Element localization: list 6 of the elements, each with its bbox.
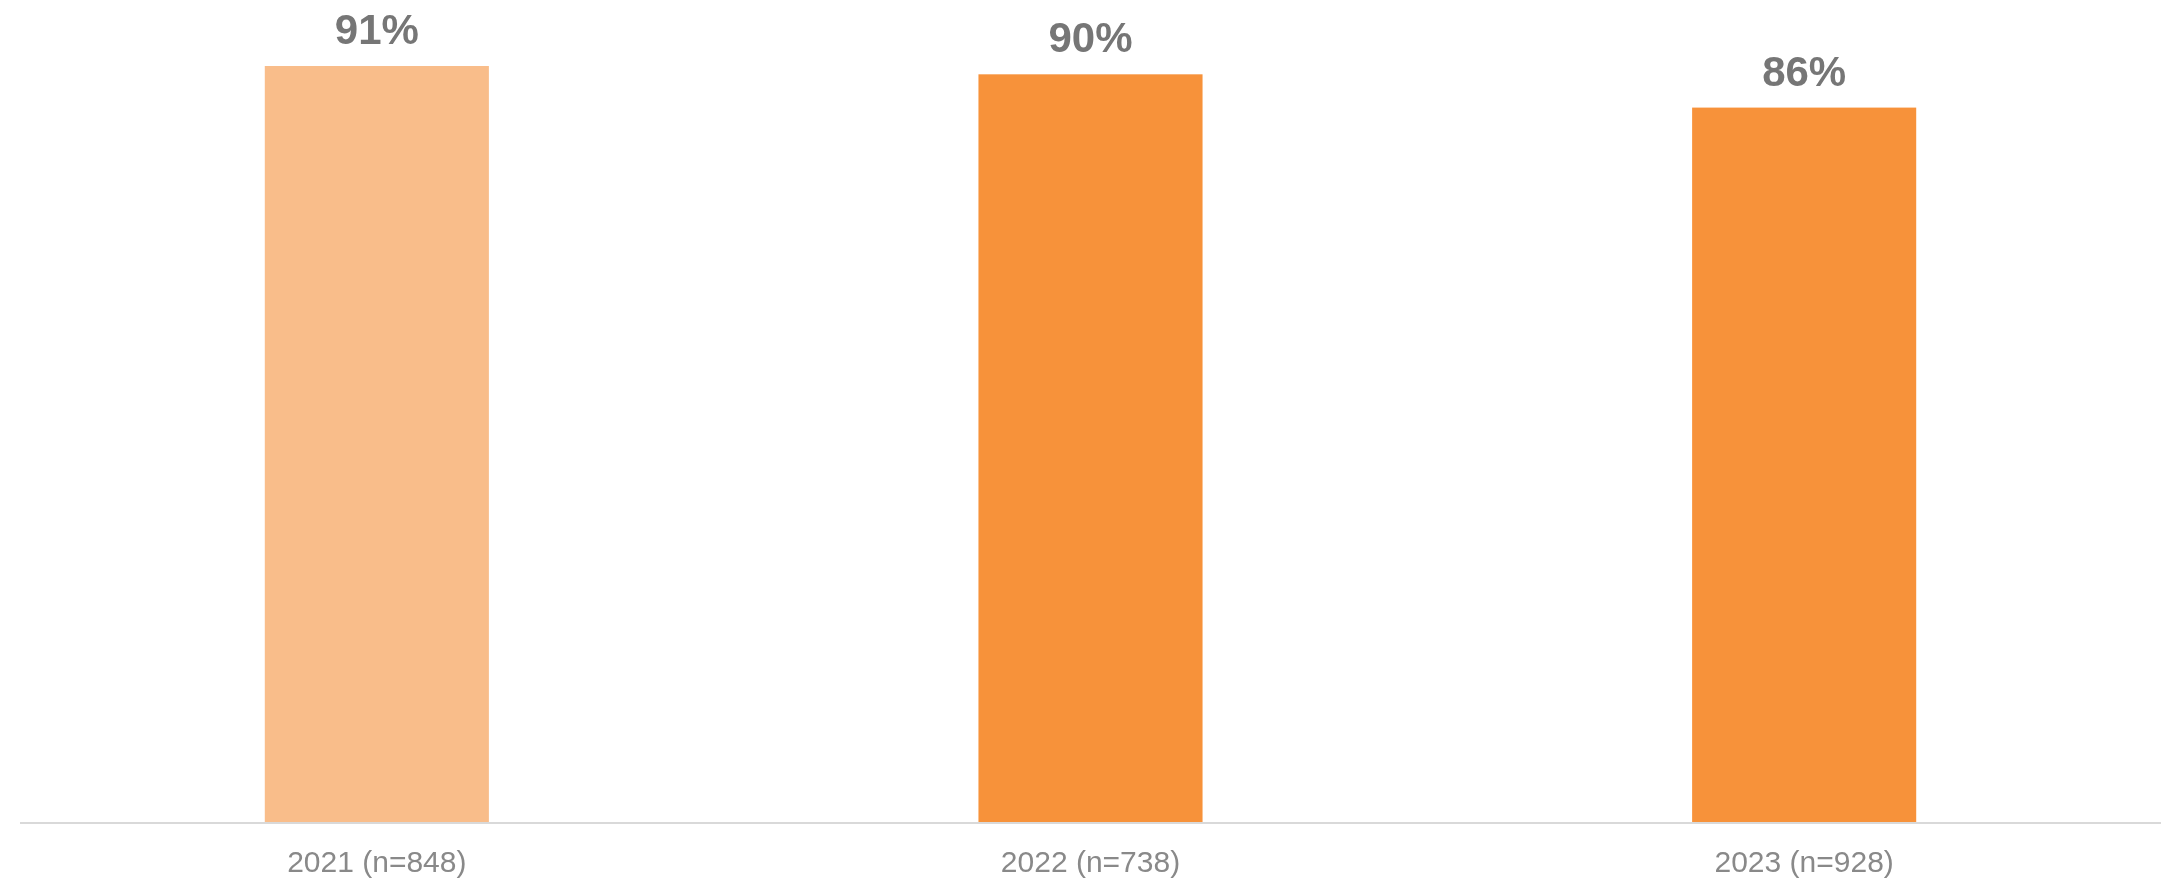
data-label: 90% <box>1048 14 1133 62</box>
x-tick-label: 2021 (n=848) <box>287 845 467 878</box>
data-label: 86% <box>1762 47 1847 95</box>
x-tick-label: 2023 (n=928) <box>1714 845 1894 878</box>
data-label: 91% <box>334 6 419 53</box>
x-tick-label: 2022 (n=738) <box>1000 845 1181 878</box>
